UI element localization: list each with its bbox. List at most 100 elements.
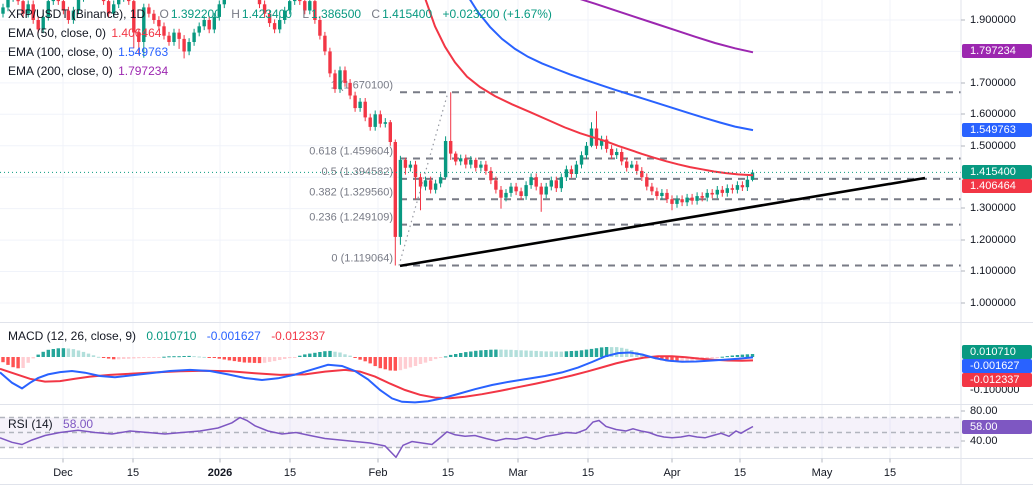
candle-body [609, 148, 614, 156]
candle-body [358, 101, 362, 108]
candle-body [112, 4, 116, 14]
price-axis-label: 1.700000 [970, 77, 1016, 89]
macd-histogram-bar [524, 350, 528, 357]
macd-histogram-bar [589, 348, 594, 357]
macd-histogram-bar [46, 349, 50, 357]
macd-histogram-bar [21, 357, 25, 368]
macd-histogram-bar [288, 357, 292, 359]
rsi-legend-row[interactable]: RSI (14) 58.00 [8, 415, 93, 434]
candle-body [56, 0, 60, 2]
rsi-axis-label: 80.00 [970, 405, 998, 417]
ema50-line [424, 0, 754, 177]
macd-histogram-bar [443, 356, 448, 358]
candle-body [449, 141, 453, 154]
candle-body [147, 7, 151, 14]
rsi-value: 58.00 [63, 417, 94, 431]
rsi-line [0, 416, 754, 458]
macd-histogram-bar [403, 357, 408, 369]
candle-body [182, 38, 186, 52]
candle-body [41, 16, 45, 30]
macd-histogram-bar [469, 351, 473, 357]
macd-histogram-bar [222, 357, 226, 360]
macd-histogram-bar [343, 354, 347, 357]
macd-pane-legend: MACD (12, 26, close, 9) 0.010710 -0.0016… [8, 327, 325, 346]
macd-histogram-bar [604, 347, 609, 357]
macd-histogram-bar [318, 352, 322, 357]
candle-body [630, 164, 634, 168]
macd-histogram-bar [328, 350, 332, 357]
macd-histogram-bar [489, 349, 493, 357]
macd-histogram-bar [147, 357, 151, 358]
candle-body [288, 1, 292, 11]
macd-histogram-bar [740, 354, 745, 357]
macd-histogram-bar [192, 356, 196, 358]
macd-histogram-bar [735, 355, 740, 357]
ema200-legend-row[interactable]: EMA (200, close, 0) 1.797234 [8, 62, 552, 81]
candle-body [212, 16, 216, 30]
candle-body [433, 183, 438, 190]
candle-body [157, 20, 161, 27]
macd-histogram-bar [398, 357, 403, 371]
candle-body [403, 159, 408, 168]
candle-body [21, 1, 25, 14]
rsi-axis-badge: 58.00 [962, 420, 1032, 434]
ema100-legend-row[interactable]: EMA (100, close, 0) 1.549763 [8, 43, 552, 62]
candle-body [6, 0, 10, 8]
price-axis-label: 1.300000 [970, 202, 1016, 214]
macd-histogram-bar [283, 357, 287, 359]
candle-body [298, 0, 302, 2]
candle-body [222, 0, 226, 5]
macd-histogram-bar [127, 357, 131, 359]
change-value: +0.023200 (+1.67%) [442, 7, 552, 21]
macd-histogram-bar [615, 347, 619, 357]
candle-body [464, 158, 468, 165]
candle-body [333, 73, 337, 90]
close-label: C [371, 7, 381, 21]
symbol-row[interactable]: XRP/USDT (Binance), 1D O 1.392200 H 1.4234… [8, 5, 552, 24]
symbol-title: XRP/USDT (Binance), 1D [8, 7, 146, 21]
macd-legend-row[interactable]: MACD (12, 26, close, 9) 0.010710 -0.0016… [8, 327, 325, 346]
candle-body [373, 114, 377, 127]
ema50-legend-row[interactable]: EMA (50, close, 0) 1.406464 [8, 24, 552, 43]
rsi-label: RSI (14) [8, 417, 53, 431]
macd-histogram-bar [257, 357, 262, 364]
macd-histogram-bar [91, 355, 96, 357]
candle-body [499, 189, 503, 198]
trendline-drawing[interactable] [399, 176, 926, 268]
macd-histogram-bar [41, 351, 45, 357]
macd-histogram-bar [544, 351, 548, 357]
macd-histogram-bar [670, 357, 674, 362]
candle-body [278, 20, 282, 30]
macd-histogram-bar [433, 357, 438, 360]
macd-histogram-bar [418, 357, 423, 364]
macd-axis-badge: 0.010710 [962, 345, 1032, 359]
macd-histogram-bar [31, 357, 35, 359]
macd-histogram-bar [368, 357, 372, 364]
candle-body [474, 159, 478, 168]
time-axis-label: 15 [733, 467, 747, 479]
macd-histogram-bar [715, 357, 719, 358]
price-axis-badge: 1.406464 [962, 179, 1032, 193]
macd-histogram-bar [232, 357, 237, 362]
macd-histogram-bar [293, 357, 297, 358]
candle-body [61, 1, 66, 11]
candle-body [599, 139, 604, 146]
price-axis-label: 1.600000 [970, 108, 1016, 120]
rsi-pane[interactable] [0, 416, 961, 458]
macd-pane[interactable] [0, 347, 755, 404]
candle-body [625, 161, 629, 168]
ema100-value: 1.549763 [118, 45, 169, 59]
macd-histogram-bar [182, 356, 186, 357]
price-pane[interactable]: 1 (1.670100)0.618 (1.459604)0.5 (1.39458… [0, 0, 961, 268]
candle-body [378, 114, 382, 124]
macd-histogram-bar [474, 350, 478, 357]
candle-body [1, 7, 5, 14]
candle-body [665, 192, 669, 200]
candle-body [469, 159, 473, 165]
time-axis-label: 2026 [207, 467, 233, 479]
macd-histogram-bar [509, 349, 513, 357]
open-label: O [159, 7, 169, 21]
candle-body [710, 192, 714, 195]
fib-level-label: 0.5 (1.394582) [321, 166, 393, 178]
